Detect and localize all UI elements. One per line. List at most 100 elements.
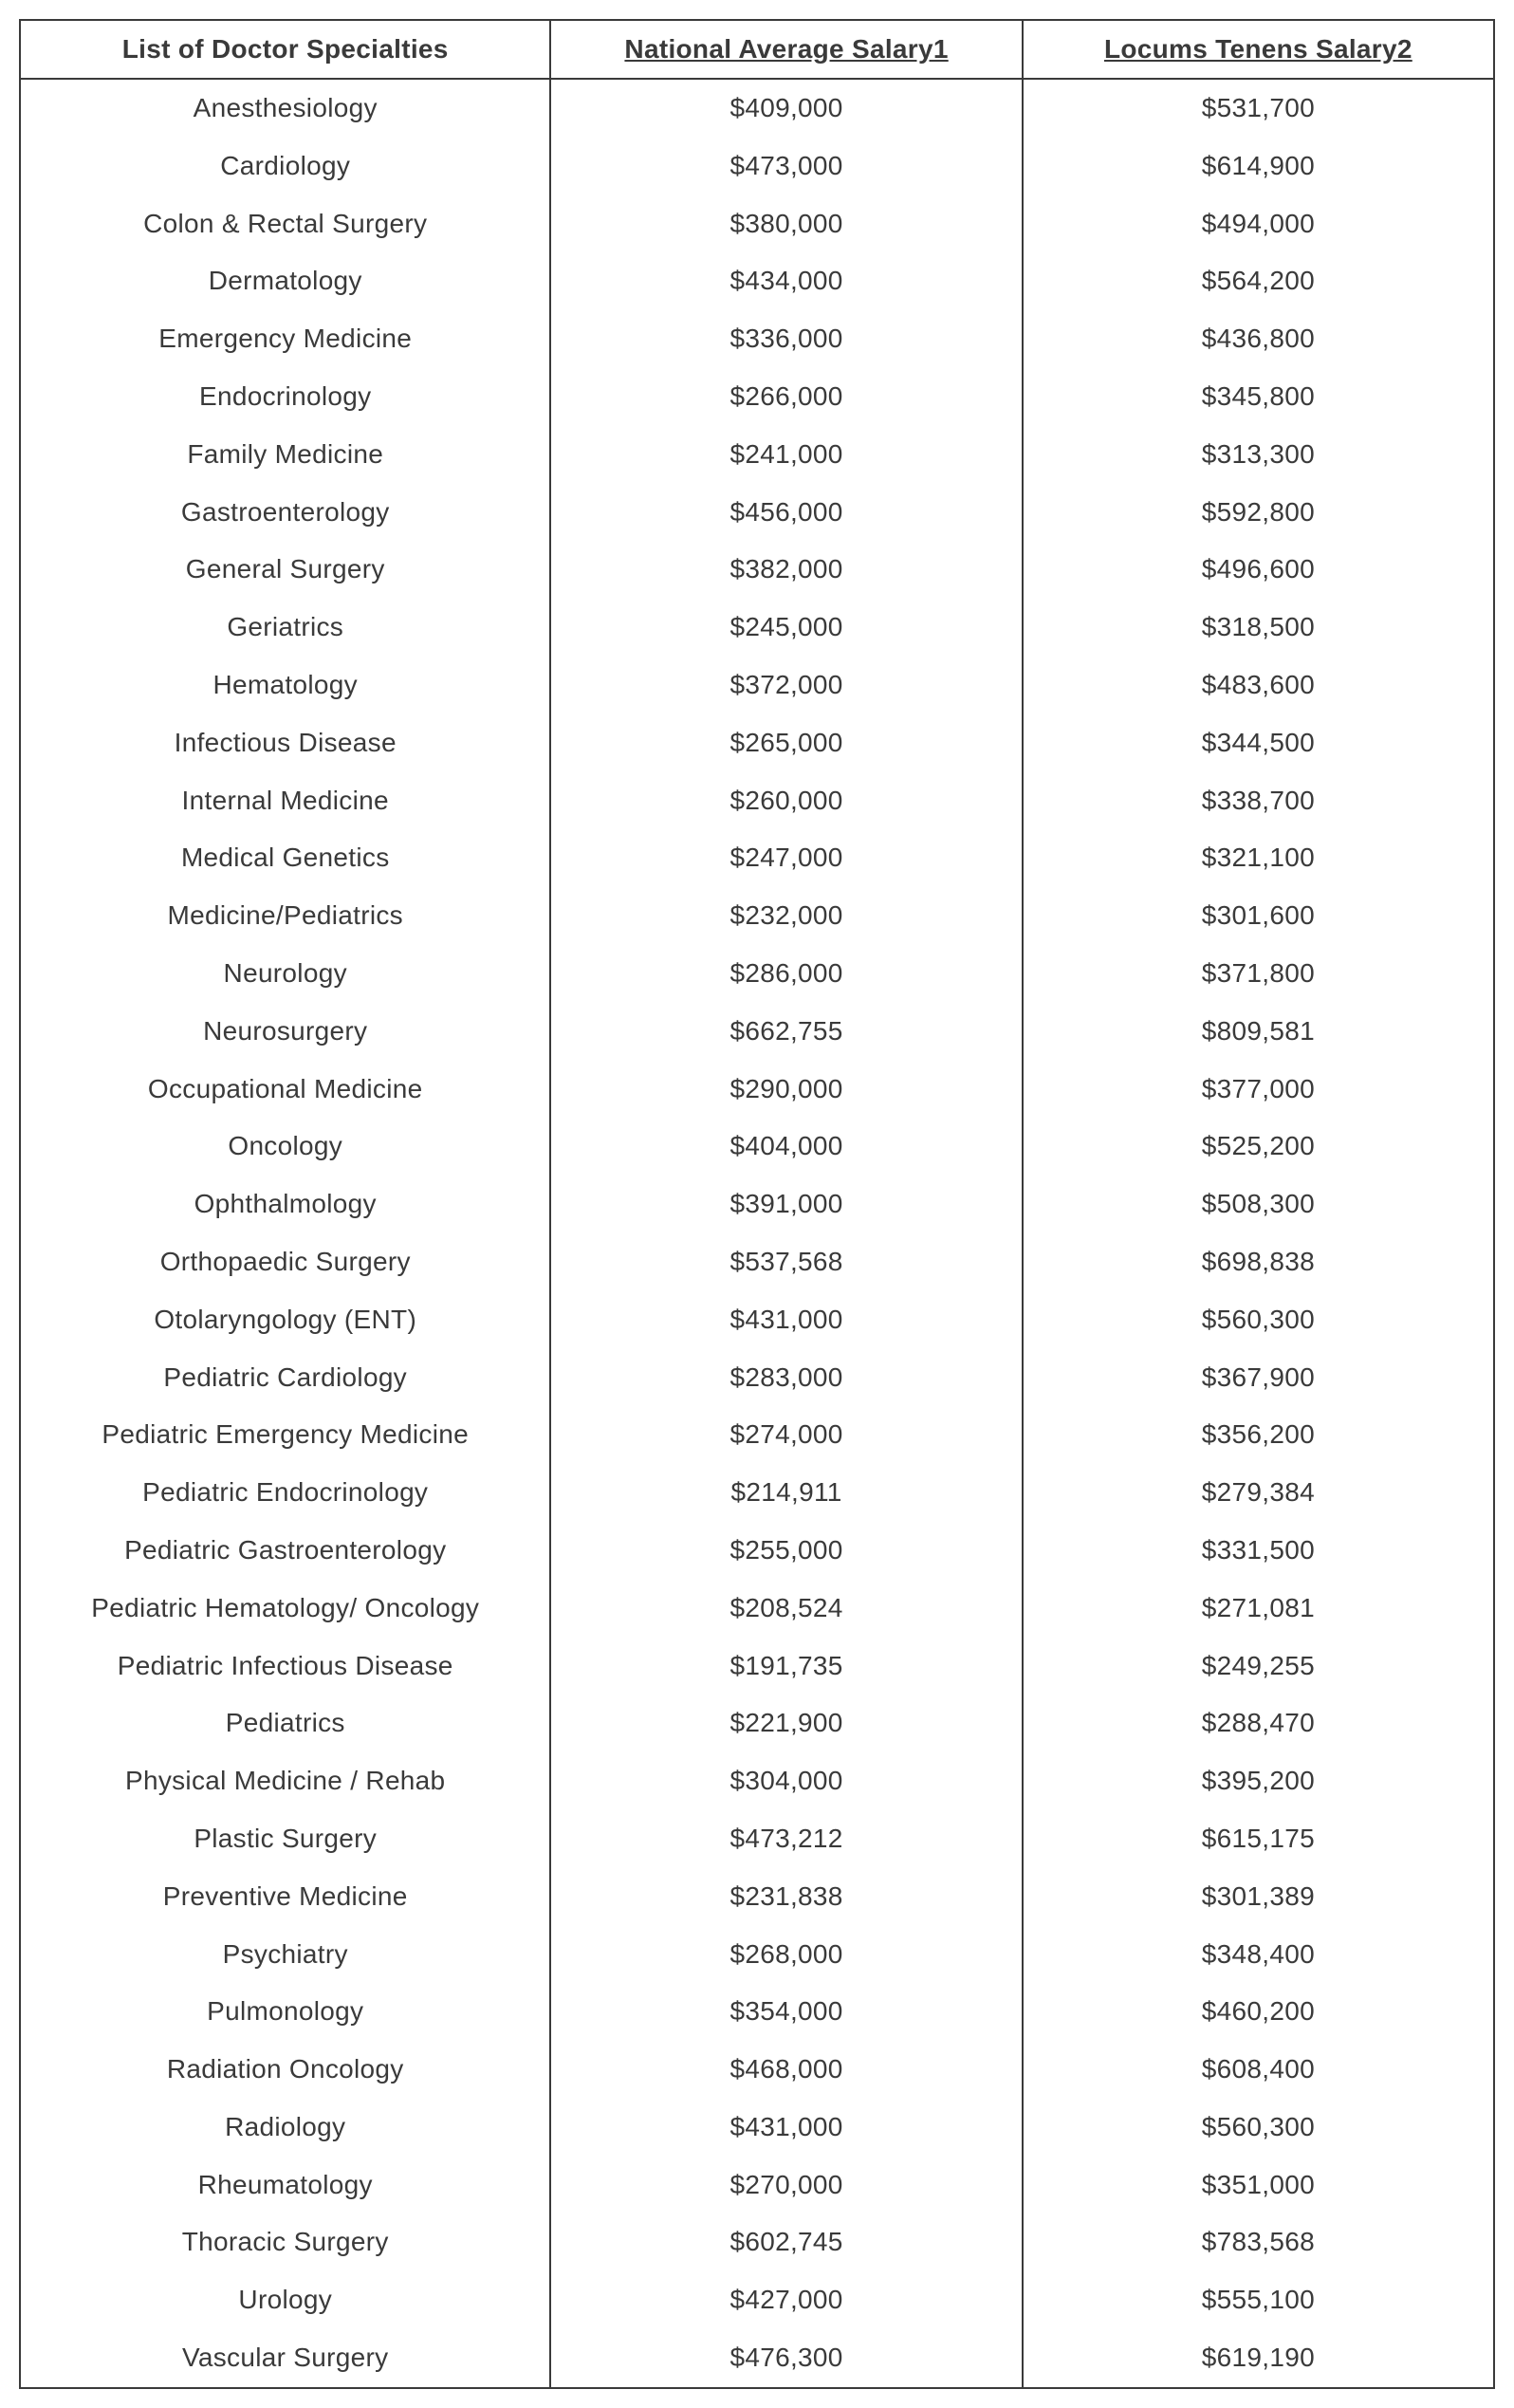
cell-specialty: Otolaryngology (ENT): [20, 1291, 550, 1349]
cell-specialty: Pulmonology: [20, 1983, 550, 2041]
cell-locums-salary: $331,500: [1023, 1522, 1494, 1580]
cell-national-salary: $270,000: [550, 2157, 1022, 2214]
cell-national-salary: $336,000: [550, 310, 1022, 368]
cell-locums-salary: $608,400: [1023, 2041, 1494, 2099]
cell-national-salary: $245,000: [550, 599, 1022, 657]
col-header-label: National Average Salary1: [624, 34, 948, 64]
cell-national-salary: $468,000: [550, 2041, 1022, 2099]
table-header-row: List of Doctor Specialties National Aver…: [20, 20, 1494, 79]
cell-locums-salary: $321,100: [1023, 829, 1494, 887]
cell-specialty: Gastroenterology: [20, 484, 550, 542]
cell-locums-salary: $371,800: [1023, 945, 1494, 1003]
cell-national-salary: $260,000: [550, 772, 1022, 830]
cell-locums-salary: $356,200: [1023, 1406, 1494, 1464]
cell-locums-salary: $560,300: [1023, 2099, 1494, 2157]
cell-specialty: Family Medicine: [20, 426, 550, 484]
cell-locums-salary: $271,081: [1023, 1580, 1494, 1638]
cell-locums-salary: $344,500: [1023, 714, 1494, 772]
cell-locums-salary: $279,384: [1023, 1464, 1494, 1522]
cell-specialty: Orthopaedic Surgery: [20, 1233, 550, 1291]
cell-national-salary: $191,735: [550, 1638, 1022, 1695]
cell-specialty: Endocrinology: [20, 368, 550, 426]
table-row: Family Medicine$241,000$313,300: [20, 426, 1494, 484]
table-row: Pediatrics$221,900$288,470: [20, 1695, 1494, 1752]
cell-national-salary: $380,000: [550, 195, 1022, 253]
cell-national-salary: $456,000: [550, 484, 1022, 542]
cell-specialty: Oncology: [20, 1118, 550, 1176]
cell-specialty: Ophthalmology: [20, 1176, 550, 1233]
cell-locums-salary: $564,200: [1023, 252, 1494, 310]
table-row: Vascular Surgery$476,300$619,190: [20, 2329, 1494, 2388]
cell-locums-salary: $436,800: [1023, 310, 1494, 368]
cell-locums-salary: $460,200: [1023, 1983, 1494, 2041]
cell-specialty: Psychiatry: [20, 1926, 550, 1984]
cell-specialty: Rheumatology: [20, 2157, 550, 2214]
cell-locums-salary: $377,000: [1023, 1061, 1494, 1119]
cell-specialty: General Surgery: [20, 541, 550, 599]
cell-national-salary: $221,900: [550, 1695, 1022, 1752]
cell-national-salary: $247,000: [550, 829, 1022, 887]
cell-national-salary: $476,300: [550, 2329, 1022, 2388]
table-row: Orthopaedic Surgery$537,568$698,838: [20, 1233, 1494, 1291]
cell-specialty: Medical Genetics: [20, 829, 550, 887]
cell-national-salary: $662,755: [550, 1003, 1022, 1061]
table-row: Pediatric Hematology/ Oncology$208,524$2…: [20, 1580, 1494, 1638]
cell-specialty: Infectious Disease: [20, 714, 550, 772]
table-row: Otolaryngology (ENT)$431,000$560,300: [20, 1291, 1494, 1349]
cell-national-salary: $431,000: [550, 2099, 1022, 2157]
cell-specialty: Neurology: [20, 945, 550, 1003]
table-row: Anesthesiology$409,000$531,700: [20, 79, 1494, 138]
cell-national-salary: $274,000: [550, 1406, 1022, 1464]
cell-national-salary: $473,000: [550, 138, 1022, 195]
cell-national-salary: $404,000: [550, 1118, 1022, 1176]
cell-national-salary: $391,000: [550, 1176, 1022, 1233]
cell-locums-salary: $367,900: [1023, 1349, 1494, 1407]
cell-specialty: Pediatric Infectious Disease: [20, 1638, 550, 1695]
cell-locums-salary: $313,300: [1023, 426, 1494, 484]
cell-specialty: Colon & Rectal Surgery: [20, 195, 550, 253]
cell-national-salary: $286,000: [550, 945, 1022, 1003]
cell-national-salary: $268,000: [550, 1926, 1022, 1984]
table-row: Radiation Oncology$468,000$608,400: [20, 2041, 1494, 2099]
cell-national-salary: $409,000: [550, 79, 1022, 138]
cell-national-salary: $372,000: [550, 657, 1022, 714]
table-row: Pediatric Endocrinology$214,911$279,384: [20, 1464, 1494, 1522]
table-row: Medical Genetics$247,000$321,100: [20, 829, 1494, 887]
cell-specialty: Pediatric Cardiology: [20, 1349, 550, 1407]
table-row: Urology$427,000$555,100: [20, 2271, 1494, 2329]
cell-specialty: Vascular Surgery: [20, 2329, 550, 2388]
table-row: Gastroenterology$456,000$592,800: [20, 484, 1494, 542]
table-row: Psychiatry$268,000$348,400: [20, 1926, 1494, 1984]
table-row: Endocrinology$266,000$345,800: [20, 368, 1494, 426]
cell-specialty: Pediatric Hematology/ Oncology: [20, 1580, 550, 1638]
table-row: Colon & Rectal Surgery$380,000$494,000: [20, 195, 1494, 253]
cell-locums-salary: $783,568: [1023, 2214, 1494, 2271]
table-row: Pulmonology$354,000$460,200: [20, 1983, 1494, 2041]
table-row: Radiology$431,000$560,300: [20, 2099, 1494, 2157]
cell-locums-salary: $615,175: [1023, 1810, 1494, 1868]
cell-locums-salary: $614,900: [1023, 138, 1494, 195]
cell-locums-salary: $508,300: [1023, 1176, 1494, 1233]
cell-specialty: Pediatric Emergency Medicine: [20, 1406, 550, 1464]
cell-locums-salary: $395,200: [1023, 1752, 1494, 1810]
cell-national-salary: $602,745: [550, 2214, 1022, 2271]
table-row: Pediatric Emergency Medicine$274,000$356…: [20, 1406, 1494, 1464]
table-row: Physical Medicine / Rehab$304,000$395,20…: [20, 1752, 1494, 1810]
cell-specialty: Cardiology: [20, 138, 550, 195]
cell-national-salary: $290,000: [550, 1061, 1022, 1119]
cell-specialty: Thoracic Surgery: [20, 2214, 550, 2271]
col-header-national-salary: National Average Salary1: [550, 20, 1022, 79]
cell-national-salary: $232,000: [550, 887, 1022, 945]
cell-national-salary: $265,000: [550, 714, 1022, 772]
cell-specialty: Pediatric Gastroenterology: [20, 1522, 550, 1580]
cell-national-salary: $427,000: [550, 2271, 1022, 2329]
cell-locums-salary: $525,200: [1023, 1118, 1494, 1176]
col-header-label: List of Doctor Specialties: [122, 34, 449, 64]
cell-locums-salary: $318,500: [1023, 599, 1494, 657]
cell-locums-salary: $494,000: [1023, 195, 1494, 253]
cell-national-salary: $304,000: [550, 1752, 1022, 1810]
cell-national-salary: $283,000: [550, 1349, 1022, 1407]
cell-specialty: Medicine/Pediatrics: [20, 887, 550, 945]
cell-locums-salary: $555,100: [1023, 2271, 1494, 2329]
table-row: Internal Medicine$260,000$338,700: [20, 772, 1494, 830]
